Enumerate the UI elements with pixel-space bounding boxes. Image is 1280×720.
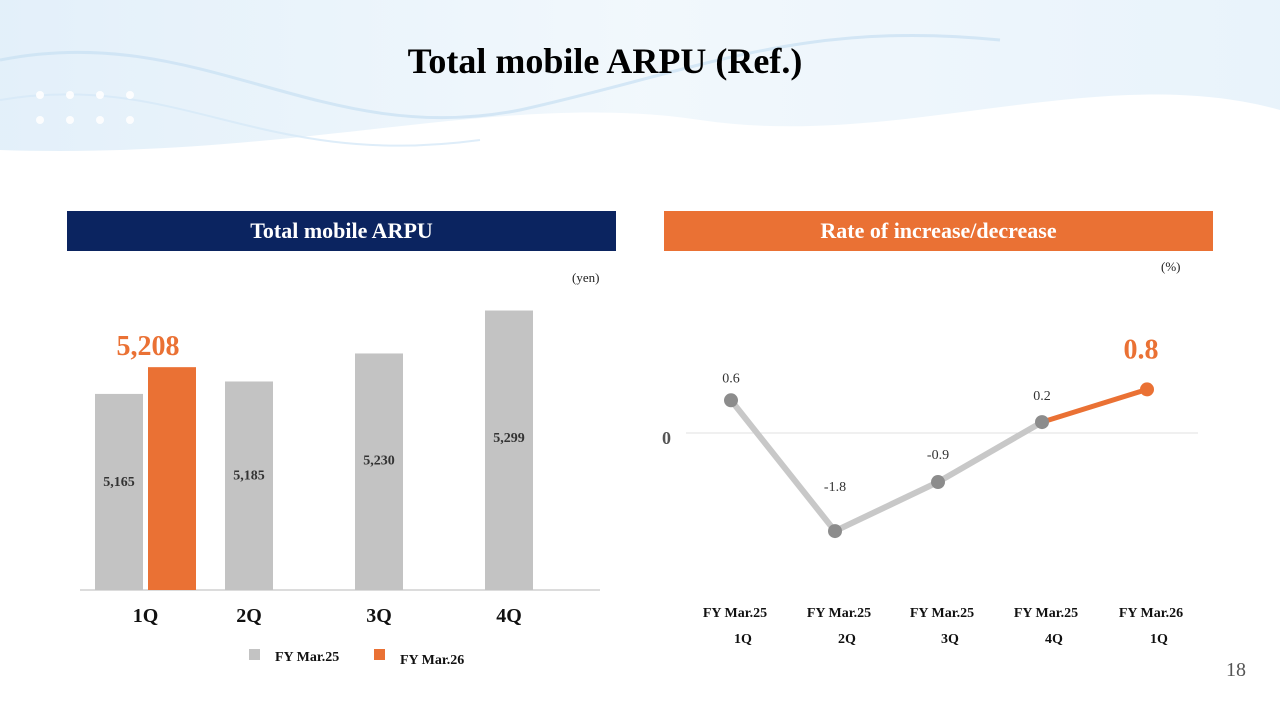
arpu-unit-label: (yen) bbox=[572, 270, 600, 285]
rate-point bbox=[1140, 382, 1154, 397]
rate-value-label: -1.8 bbox=[824, 480, 846, 495]
x-tick-label: 1Q bbox=[133, 605, 159, 627]
zero-axis-label: 0 bbox=[662, 428, 671, 448]
x-tick-label-line1: FY Mar.25 bbox=[807, 606, 871, 621]
background-wave bbox=[0, 0, 1280, 151]
bar-fy-mar25-4Q bbox=[485, 310, 533, 590]
legend-swatch-fy-mar26 bbox=[374, 649, 385, 660]
x-tick-label: 3Q bbox=[366, 605, 392, 627]
rate-panel-header: Rate of increase/decrease bbox=[664, 211, 1213, 251]
x-tick-label-line2: 3Q bbox=[941, 632, 959, 647]
rate-point bbox=[1035, 415, 1049, 430]
rate-value-label: 0.2 bbox=[1033, 389, 1051, 404]
x-tick-label-line2: 4Q bbox=[1045, 632, 1063, 647]
page-number: 18 bbox=[1226, 659, 1246, 681]
rate-value-label: 0.6 bbox=[722, 371, 740, 386]
rate-line-fy-mar25 bbox=[728, 398, 1044, 535]
bar-fy-mar25-2Q bbox=[225, 381, 273, 590]
x-tick-label-line2: 1Q bbox=[734, 632, 752, 647]
legend-label: FY Mar.25 bbox=[275, 650, 339, 665]
bar-value-label: 5,165 bbox=[103, 475, 135, 490]
x-tick-label-line2: 2Q bbox=[838, 632, 856, 647]
x-tick-label: 2Q bbox=[236, 605, 262, 627]
bar-fy-mar25-1Q bbox=[95, 393, 143, 590]
x-tick-label-line1: FY Mar.26 bbox=[1119, 606, 1183, 621]
bar-fy-mar26-1Q bbox=[148, 367, 196, 590]
arpu-panel-header: Total mobile ARPU bbox=[67, 211, 616, 251]
bar-highlight-value-label: 5,208 bbox=[117, 331, 180, 362]
x-tick-label-line1: FY Mar.25 bbox=[910, 606, 974, 621]
legend-swatch-fy-mar25 bbox=[249, 649, 260, 660]
rate-value-label: -0.9 bbox=[927, 448, 949, 463]
bar-fy-mar25-3Q bbox=[355, 353, 403, 590]
x-tick-label-line2: 1Q bbox=[1150, 632, 1168, 647]
page-title: Total mobile ARPU (Ref.) bbox=[407, 41, 803, 81]
rate-highlight-value-label: 0.8 bbox=[1124, 334, 1159, 365]
bar-value-label: 5,185 bbox=[233, 468, 265, 483]
rate-line-fy-mar26 bbox=[1041, 387, 1148, 425]
legend-label: FY Mar.26 bbox=[400, 653, 464, 668]
x-tick-label: 4Q bbox=[496, 605, 522, 627]
x-tick-label-line1: FY Mar.25 bbox=[1014, 606, 1078, 621]
rate-point bbox=[724, 393, 738, 408]
arpu-bar-chart: 5,165 5,208 1Q 5,185 2Q 5,230 3Q 5,299 4Q FY Mar.… bbox=[80, 310, 600, 668]
bar-value-label: 5,299 bbox=[493, 431, 525, 446]
bar-value-label: 5,230 bbox=[363, 454, 395, 469]
x-tick-label-line1: FY Mar.25 bbox=[703, 606, 767, 621]
rate-point bbox=[931, 475, 945, 490]
rate-point bbox=[828, 524, 842, 539]
rate-unit-label: (%) bbox=[1161, 259, 1181, 274]
